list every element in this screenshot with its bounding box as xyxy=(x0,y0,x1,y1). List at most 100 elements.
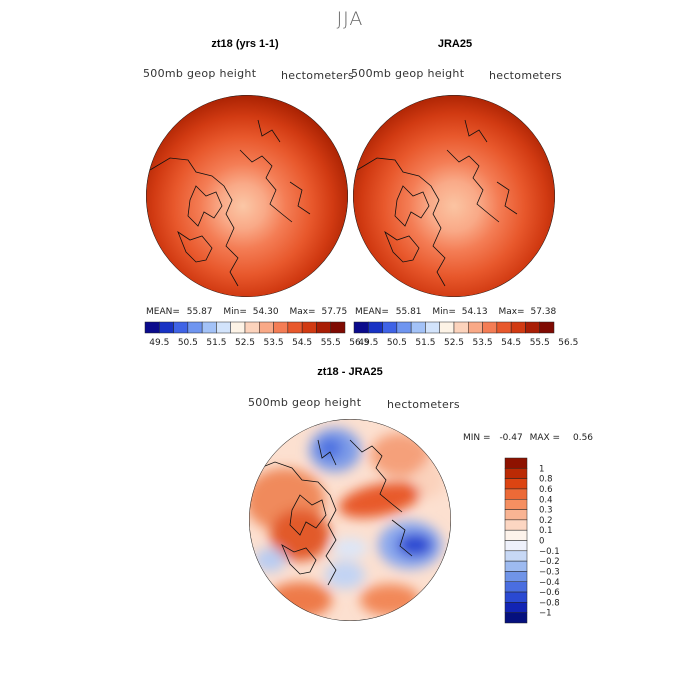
panel3-units-label: hectometers xyxy=(387,398,460,411)
panel1-max-label: Max= xyxy=(289,307,316,317)
panel2-colorbar-cell xyxy=(368,321,383,334)
panel2-min-value: 54.13 xyxy=(461,307,488,317)
panel3-colorbar-cell xyxy=(504,519,528,531)
panel3-colorbar-tick-label: 0.1 xyxy=(539,526,553,536)
panel1-colorbar-cell xyxy=(287,321,303,334)
panel1-colorbar-cell xyxy=(144,321,160,334)
panel1-colorbar-tick-label: 54.5 xyxy=(292,338,312,348)
panel2-colorbar-cell xyxy=(539,321,555,334)
panel3-colorbar-tick-label: −0.4 xyxy=(539,578,560,588)
panel2-colorbar-cell xyxy=(396,321,412,334)
panel1-colorbar-cell xyxy=(159,321,174,334)
panel2-colorbar-cell xyxy=(468,321,483,334)
panel2-colorbar-cell xyxy=(525,321,540,334)
panel1-mean-label: MEAN= xyxy=(146,307,180,317)
panel3-min-value: -0.47 xyxy=(499,433,523,443)
panel1-coastlines xyxy=(149,119,311,287)
panel3-max-value: 0.56 xyxy=(572,433,594,443)
panel2-colorbar-cell xyxy=(410,321,426,334)
panel1-colorbar-cell xyxy=(330,321,346,334)
panel1-colorbar-tick-label: 56.5 xyxy=(349,338,369,348)
panel1-colorbar-cell xyxy=(173,321,189,334)
panel3-colorbar-cell xyxy=(504,602,528,613)
panel1-min-label: Min= xyxy=(223,307,247,317)
panel2-colorbar-tick-label: 51.5 xyxy=(415,338,435,348)
panel3-colorbar: 10.80.60.40.30.20.10−0.1−0.2−0.3−0.4−0.6… xyxy=(504,457,560,624)
panel2-colorbar-tick-label: 56.5 xyxy=(558,338,578,348)
panel3-variable-label: 500mb geop height xyxy=(248,396,362,409)
panel2-colorbar: 49.5 50.5 51.5 52.5 53.5 54.5 55.5 56.5 xyxy=(353,321,578,348)
panel1-max-value: 57.75 xyxy=(321,307,348,317)
panel3-colorbar-tick-label: −0.3 xyxy=(539,567,560,577)
panel1-colorbar: 49.5 50.5 51.5 52.5 53.5 54.5 55.5 56.5 xyxy=(144,321,369,348)
panel3-colorbar-cell xyxy=(504,468,528,479)
panel3-colorbar-cell xyxy=(504,571,528,582)
panel1-field xyxy=(146,95,348,297)
panel3-colorbar-cell xyxy=(504,499,528,510)
panel1-variable-label: 500mb geop height xyxy=(143,67,257,80)
panel2-colorbar-tick-label: 50.5 xyxy=(387,338,407,348)
panel3-colorbar-cell xyxy=(504,509,528,521)
panel1-colorbar-cell xyxy=(259,321,274,334)
panel1-colorbar-cell xyxy=(301,321,317,334)
panel3-stats: MIN = -0.47 MAX = 0.56 xyxy=(463,433,593,443)
panel3-colorbar-tick-label: 0.4 xyxy=(539,495,553,505)
figure-title: JJA xyxy=(336,8,364,30)
panel1-colorbar-tick-label: 50.5 xyxy=(178,338,198,348)
panel1-min-value: 54.30 xyxy=(252,307,279,317)
panel2-colorbar-cell xyxy=(425,321,440,334)
panel3-colorbar-cell xyxy=(504,540,528,552)
panel3-colorbar-tick-label: 0.8 xyxy=(539,475,553,485)
panel1-colorbar-cell xyxy=(273,321,289,334)
panel2-colorbar-cell xyxy=(439,321,455,334)
panel3-colorbar-tick-label: 0 xyxy=(539,537,544,547)
panel3-title: zt18 - JRA25 xyxy=(317,366,383,378)
panel3-colorbar-cell xyxy=(504,581,528,593)
panel1-colorbar-cell xyxy=(244,321,260,334)
panel3-polar-map xyxy=(249,419,451,621)
panel1-colorbar-tick-label: 53.5 xyxy=(264,338,284,348)
panel2-colorbar-cell xyxy=(496,321,512,334)
panel3-colorbar-tick-label: −0.6 xyxy=(539,588,560,598)
panel1-units-label: hectometers xyxy=(281,69,354,82)
panel1-colorbar-cell xyxy=(201,321,217,334)
panel2-colorbar-tick-label: 54.5 xyxy=(501,338,521,348)
panel3-colorbar-cell xyxy=(504,560,528,572)
panel2-coastlines xyxy=(356,119,518,287)
panel1-colorbar-cell xyxy=(216,321,231,334)
panel3-colorbar-tick-label: −0.1 xyxy=(539,547,560,557)
panel1-mean-value: 55.87 xyxy=(186,307,213,317)
panel3-colorbar-tick-label: 0.2 xyxy=(539,516,553,526)
panel1-colorbar-tick-label: 51.5 xyxy=(206,338,226,348)
panel2-variable-label: 500mb geop height xyxy=(351,67,465,80)
panel3-min-label: MIN = xyxy=(463,433,491,443)
panel2-max-label: Max= xyxy=(498,307,525,317)
panel3-colorbar-tick-label: −0.2 xyxy=(539,557,560,567)
panel2-colorbar-cell xyxy=(353,321,369,334)
panel2-min-label: Min= xyxy=(432,307,456,317)
panel2-units-label: hectometers xyxy=(489,69,562,82)
panel3-colorbar-cell xyxy=(504,591,528,603)
panel3-colorbar-cell xyxy=(504,457,528,469)
panel2-colorbar-cell xyxy=(382,321,398,334)
panel1-colorbar-tick-label: 52.5 xyxy=(235,338,255,348)
panel3-colorbar-cell xyxy=(504,550,528,562)
panel1-title: zt18 (yrs 1-1) xyxy=(211,38,279,50)
panel2-stats: MEAN= 55.81 Min= 54.13 Max= 57.38 xyxy=(355,307,556,317)
panel2-mean-value: 55.81 xyxy=(395,307,422,317)
panel3-colorbar-tick-label: −0.8 xyxy=(539,598,560,608)
panel2-colorbar-tick-label: 53.5 xyxy=(473,338,493,348)
panel1-colorbar-cell xyxy=(230,321,246,334)
panel1-colorbar-tick-label: 49.5 xyxy=(149,338,169,348)
panel2-colorbar-tick-label: 52.5 xyxy=(444,338,464,348)
panel2-max-value: 57.38 xyxy=(530,307,557,317)
panel1-polar-map xyxy=(146,95,348,297)
panel3-colorbar-tick-label: −1 xyxy=(539,609,552,619)
panel3-colorbar-tick-label: 0.6 xyxy=(539,485,553,495)
panel3-colorbar-cell xyxy=(504,529,528,541)
panel1-colorbar-cell xyxy=(316,321,331,334)
panel1-colorbar-cell xyxy=(187,321,203,334)
panel2-title: JRA25 xyxy=(437,38,473,50)
panel2-polar-map xyxy=(353,95,555,297)
panel2-colorbar-cell xyxy=(453,321,469,334)
